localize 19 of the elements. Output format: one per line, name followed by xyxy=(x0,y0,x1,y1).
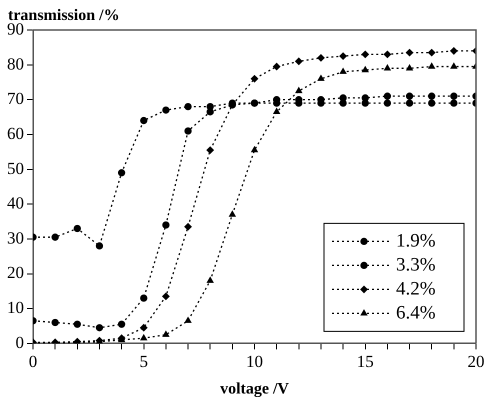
y-tick-label: 50 xyxy=(7,158,24,178)
legend-label: 3.3% xyxy=(396,254,436,276)
legend-label: 1.9% xyxy=(396,230,436,252)
y-tick-label: 40 xyxy=(7,194,24,213)
x-tick-label: 20 xyxy=(468,352,484,372)
y-tick-label: 80 xyxy=(7,54,24,74)
y-tick-label: 70 xyxy=(7,89,24,108)
x-tick-label: 15 xyxy=(356,352,374,372)
y-tick-label: 0 xyxy=(16,332,24,352)
legend-label: 4.2% xyxy=(396,278,436,300)
y-tick-label: 10 xyxy=(7,298,24,318)
x-tick-label: 5 xyxy=(140,352,148,372)
y-tick-label: 20 xyxy=(7,263,24,282)
y-tick-label: 60 xyxy=(7,124,24,143)
y-tick-label: 30 xyxy=(7,228,24,248)
x-tick-label: 10 xyxy=(246,352,263,372)
x-axis-title: voltage /V xyxy=(220,380,290,398)
x-tick-label: 0 xyxy=(28,352,38,372)
legend-label: 6.4% xyxy=(396,302,436,324)
